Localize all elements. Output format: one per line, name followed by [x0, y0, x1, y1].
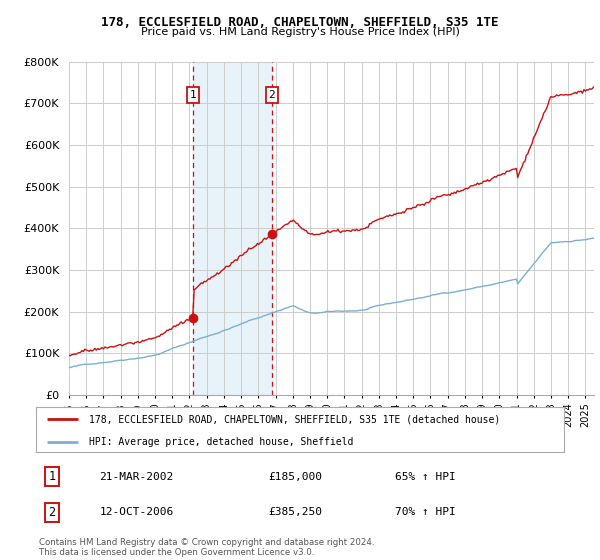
- Text: 21-MAR-2002: 21-MAR-2002: [100, 472, 173, 482]
- Text: 70% ↑ HPI: 70% ↑ HPI: [395, 507, 456, 517]
- Text: Price paid vs. HM Land Registry's House Price Index (HPI): Price paid vs. HM Land Registry's House …: [140, 27, 460, 37]
- Text: HPI: Average price, detached house, Sheffield: HPI: Average price, detached house, Shef…: [89, 437, 353, 447]
- Text: 2: 2: [48, 506, 55, 519]
- Text: 1: 1: [190, 90, 197, 100]
- Text: 178, ECCLESFIELD ROAD, CHAPELTOWN, SHEFFIELD, S35 1TE (detached house): 178, ECCLESFIELD ROAD, CHAPELTOWN, SHEFF…: [89, 414, 500, 424]
- Text: 178, ECCLESFIELD ROAD, CHAPELTOWN, SHEFFIELD, S35 1TE: 178, ECCLESFIELD ROAD, CHAPELTOWN, SHEFF…: [101, 16, 499, 29]
- Text: 12-OCT-2006: 12-OCT-2006: [100, 507, 173, 517]
- Text: £385,250: £385,250: [268, 507, 322, 517]
- Text: 1: 1: [48, 470, 55, 483]
- Bar: [193, 62, 272, 395]
- Text: Contains HM Land Registry data © Crown copyright and database right 2024.
This d: Contains HM Land Registry data © Crown c…: [39, 538, 374, 557]
- Text: £185,000: £185,000: [268, 472, 322, 482]
- Text: 65% ↑ HPI: 65% ↑ HPI: [395, 472, 456, 482]
- Text: 2: 2: [268, 90, 275, 100]
